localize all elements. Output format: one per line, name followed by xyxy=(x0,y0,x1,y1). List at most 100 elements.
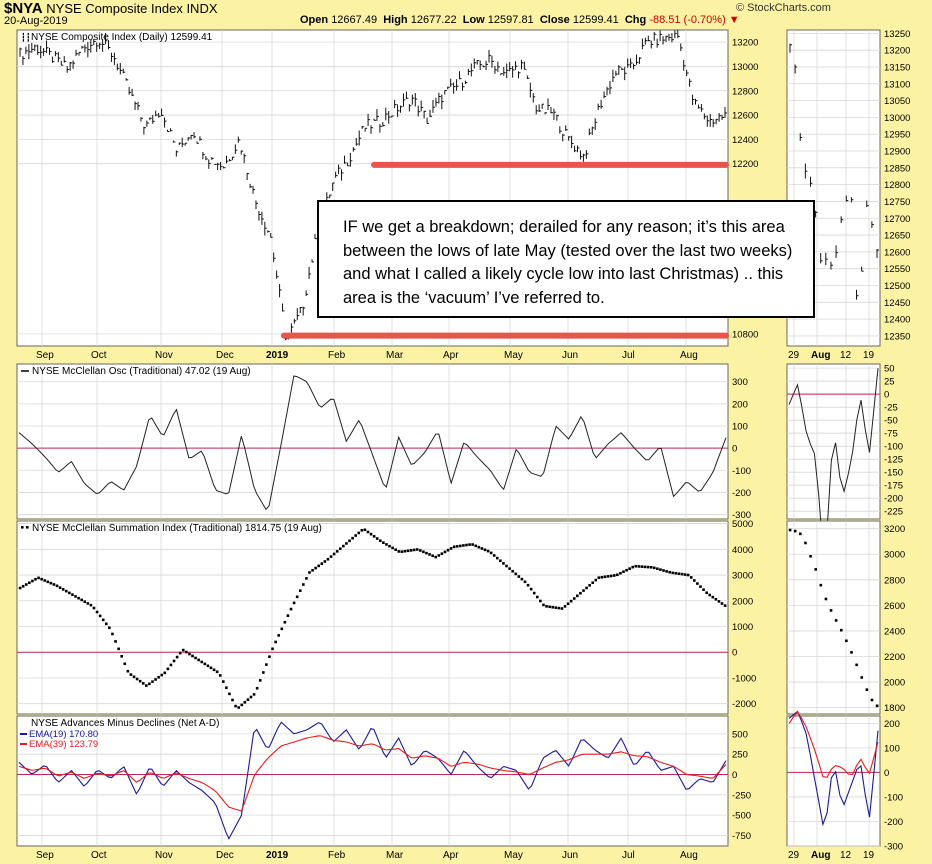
summation-dot xyxy=(391,546,394,550)
summation-zoom-dot xyxy=(839,628,843,632)
summation-dot xyxy=(305,577,308,580)
summation-zoom-dot xyxy=(829,609,833,612)
summation-dot xyxy=(705,591,708,595)
summation-dot xyxy=(468,543,471,546)
x-tick-label-bottom: Dec xyxy=(216,850,234,861)
summation-dot xyxy=(231,698,234,702)
x-tick-label-bottom: Jun xyxy=(562,850,578,861)
summation-dot xyxy=(105,622,108,626)
summation-dot xyxy=(351,536,354,540)
summation-dot xyxy=(197,658,200,662)
summation-dot xyxy=(95,610,99,614)
summation-dot xyxy=(415,548,419,551)
summation-panel xyxy=(16,520,729,715)
summation-zoom-tick-label: 2000 xyxy=(884,678,905,689)
summation-dot xyxy=(582,589,585,592)
summation-dot xyxy=(292,601,296,605)
advance-decline-tick-label: -750 xyxy=(732,831,751,842)
price-zoom-tick-label: 13100 xyxy=(884,79,910,90)
summation-dot xyxy=(563,605,567,608)
oscillator-tick-label: 0 xyxy=(732,444,737,455)
summation-dot xyxy=(185,650,188,654)
summation-dot xyxy=(40,577,43,581)
summation-dot xyxy=(61,588,65,591)
summation-dot xyxy=(132,675,136,679)
x-tick-label: 2019 xyxy=(266,350,289,361)
summation-zoom-dot xyxy=(845,639,848,643)
summation-dot xyxy=(369,532,373,536)
summation-dot xyxy=(514,572,518,576)
oscillator-zoom-line xyxy=(788,368,879,550)
summation-dot xyxy=(656,567,659,571)
price-tick-label: 10800 xyxy=(732,329,758,340)
summation-dot xyxy=(163,671,167,675)
summation-dot xyxy=(289,607,293,611)
advance-decline-panel xyxy=(16,715,729,847)
x-tick-label-bottom: Mar xyxy=(386,850,404,861)
source-credit: © StockCharts.com xyxy=(736,2,831,14)
summation-dot xyxy=(255,686,259,690)
summation-legend-swatch xyxy=(21,526,24,529)
summation-dot xyxy=(403,549,407,553)
summation-zoom-dot xyxy=(819,583,823,587)
summation-dot xyxy=(317,564,321,568)
summation-dot xyxy=(477,545,481,549)
summation-dot xyxy=(665,570,668,573)
oscillator-tick-label: -200 xyxy=(732,488,751,499)
oscillator-zoom-tick-label: 25 xyxy=(884,377,895,388)
summation-dot xyxy=(262,671,265,674)
advance-decline-tick-label: 500 xyxy=(732,729,748,740)
summation-dot xyxy=(221,680,225,683)
summation-dot xyxy=(83,600,87,603)
summation-dot xyxy=(539,599,542,603)
zoom-x-tick-label: 12 xyxy=(840,350,852,361)
x-tick-label: Jun xyxy=(562,350,578,361)
summation-dot xyxy=(320,562,324,565)
summation-dot xyxy=(492,554,496,557)
oscillator-zoom-tick-label: -75 xyxy=(884,429,898,440)
summation-dot xyxy=(677,572,681,576)
summation-zoom-dot xyxy=(870,698,874,702)
annotation-callout: IF we get a breakdown; derailed for any … xyxy=(317,200,815,318)
summation-dot xyxy=(659,568,662,571)
summation-dot xyxy=(545,605,548,608)
summation-dot xyxy=(354,534,357,537)
summation-dot xyxy=(111,632,114,636)
summation-dot xyxy=(21,584,25,588)
summation-dot xyxy=(542,603,545,607)
summation-dot xyxy=(625,568,628,572)
summation-dot xyxy=(375,537,379,540)
summation-zoom-dot xyxy=(799,532,802,536)
x-tick-label-bottom: Apr xyxy=(443,850,459,861)
summation-dot xyxy=(71,593,74,596)
ad-zoom-series-line xyxy=(788,710,879,778)
summation-dot xyxy=(566,602,570,606)
summation-dot xyxy=(166,667,170,671)
summation-dot xyxy=(326,557,330,561)
summation-dot xyxy=(388,544,391,548)
price-zoom-tick-label: 13150 xyxy=(884,62,910,73)
summation-dot xyxy=(80,598,83,602)
summation-dot xyxy=(372,535,376,538)
summation-dot xyxy=(652,566,656,570)
summation-dot xyxy=(126,669,130,673)
summation-zoom-dot xyxy=(855,663,858,667)
summation-dot xyxy=(643,565,647,569)
summation-dot xyxy=(194,656,197,660)
close-value: 12599.41 xyxy=(572,14,619,26)
summation-dot xyxy=(212,668,216,672)
advance-decline-zoom-tick-label: 0 xyxy=(884,768,889,779)
summation-dot xyxy=(123,662,127,666)
summation-dot xyxy=(117,647,120,651)
summation-dot xyxy=(649,566,653,569)
summation-tick-label: 4000 xyxy=(732,545,753,556)
low-label: Low xyxy=(462,14,485,26)
summation-zoom-dot xyxy=(814,568,817,571)
summation-dot xyxy=(440,552,444,556)
open-label: Open xyxy=(300,14,329,26)
summation-dot xyxy=(434,555,438,559)
summation-dot xyxy=(452,545,456,549)
chg-label: Chg xyxy=(624,14,647,26)
zoom-x-tick-label-bottom: 12 xyxy=(840,850,852,861)
summation-dot xyxy=(258,679,262,682)
